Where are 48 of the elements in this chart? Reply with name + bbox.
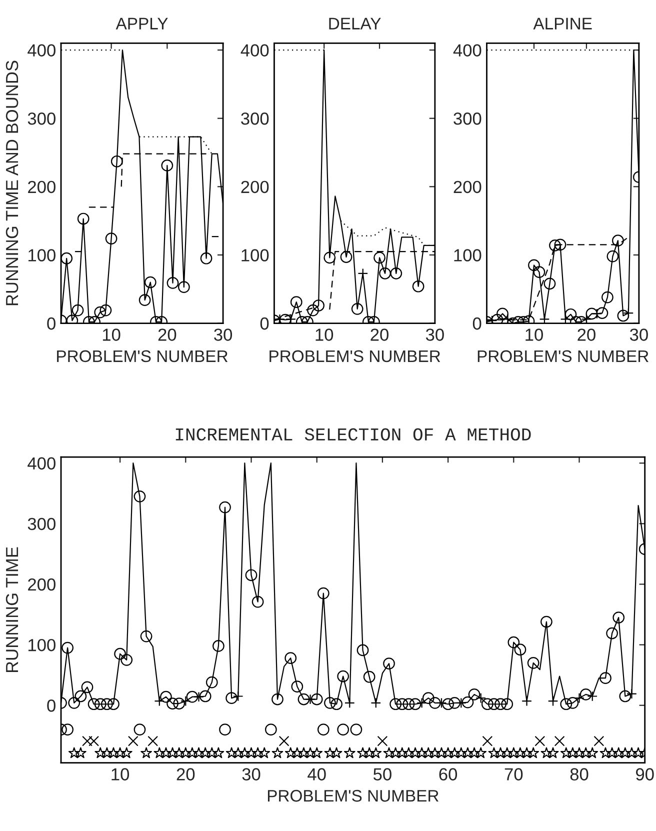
x-tick-label: 20	[158, 328, 176, 341]
y-tick-label: 300	[28, 518, 56, 530]
y-tick-label: 200	[241, 180, 269, 194]
chart-title: ALPINE	[533, 18, 592, 30]
y-tick-label: 200	[454, 180, 482, 194]
y-tick-label: 300	[241, 112, 269, 125]
x-tick-label: 30	[630, 328, 648, 341]
x-tick-label: 90	[636, 768, 654, 780]
y-tick-label: 100	[28, 249, 56, 262]
y-tick-label: 400	[240, 44, 269, 57]
x-tick-label: 60	[439, 768, 458, 780]
y-tick-label: 100	[28, 638, 56, 652]
y-tick-label: 100	[242, 249, 269, 262]
x-tick-label: 10	[102, 328, 120, 341]
x-tick-label: 20	[176, 768, 195, 780]
y-tick-label: 300	[28, 112, 56, 125]
x-tick-label: 30	[426, 328, 444, 341]
y-tick-label: 200	[28, 578, 56, 591]
y-tick-label: 400	[453, 44, 482, 57]
x-axis-title: PROBLEM'S NUMBER	[478, 350, 648, 362]
y-tick-label: 0	[47, 317, 56, 330]
x-axis-title: PROBLEM'S NUMBER	[57, 350, 228, 362]
x-tick-label: 10	[112, 768, 130, 780]
x-tick-label: 20	[370, 328, 388, 341]
y-tick-label: 100	[454, 249, 482, 262]
chart-title: APPLY	[116, 18, 168, 30]
x-tick-label: 30	[242, 768, 260, 780]
x-tick-label: 20	[578, 328, 596, 341]
x-axis-title: PROBLEM'S NUMBER	[268, 790, 438, 802]
y-axis-title: RUNNING TIME AND BOUNDS	[6, 60, 18, 306]
y-tick-label: 300	[454, 112, 482, 125]
x-tick-label: 10	[316, 328, 334, 341]
y-tick-label: 0	[472, 317, 482, 330]
x-axis-title: PROBLEM'S NUMBER	[270, 350, 440, 362]
y-axis-title: RUNNING TIME	[6, 547, 18, 672]
y-tick-label: 400	[28, 44, 56, 57]
x-tick-label: 70	[504, 768, 523, 780]
y-tick-label: 200	[28, 180, 56, 194]
x-tick-label: 50	[373, 768, 392, 780]
x-tick-label: 30	[214, 328, 232, 341]
chart-title: DELAY	[329, 18, 381, 30]
x-tick-label: 10	[526, 328, 543, 341]
x-tick-label: 40	[308, 768, 326, 780]
chart-title: INCREMENTAL SELECTION OF A METHOD	[176, 428, 531, 441]
y-tick-label: 0	[47, 699, 56, 712]
y-tick-label: 400	[28, 457, 56, 470]
x-tick-label: 80	[570, 768, 588, 780]
y-tick-label: 0	[260, 317, 269, 330]
